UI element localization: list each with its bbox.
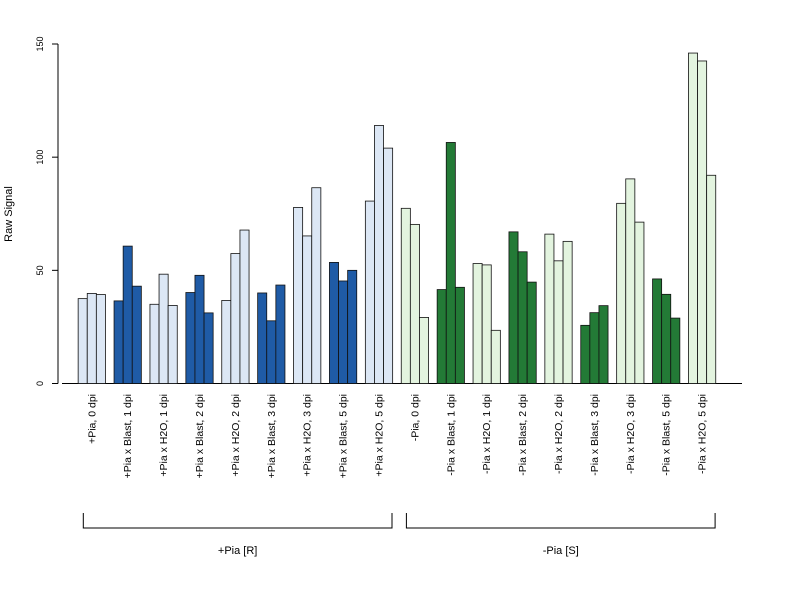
bar (364, 200, 375, 384)
bar (77, 298, 88, 384)
y-tick-label: 150 (35, 36, 45, 51)
bar (149, 303, 160, 384)
bar (508, 231, 519, 384)
category-label: -Pia x Blast, 2 dpi (517, 394, 529, 476)
bar (580, 324, 591, 384)
bar (562, 240, 573, 384)
group-bracket (82, 513, 393, 529)
bar (311, 187, 322, 384)
category-label: +Pia x H2O, 3 dpi (302, 394, 314, 477)
bar (436, 289, 447, 384)
bar (544, 233, 555, 384)
bar (257, 292, 268, 384)
bar (526, 281, 537, 384)
bar (706, 174, 717, 384)
bar (302, 235, 313, 384)
bar (329, 262, 339, 384)
category-label: +Pia x Blast, 1 dpi (122, 394, 134, 478)
bar (86, 293, 97, 384)
group-label: -Pia [S] (543, 545, 579, 557)
bar (589, 312, 600, 384)
bar (553, 260, 564, 384)
category-label: +Pia x Blast, 2 dpi (194, 394, 206, 478)
category-label: -Pia x Blast, 5 dpi (661, 394, 673, 476)
bar (158, 273, 169, 384)
bar (670, 317, 681, 384)
bar (409, 223, 420, 384)
y-tick-label: 100 (35, 150, 45, 165)
bar (95, 294, 106, 384)
category-label: +Pia x H2O, 2 dpi (230, 394, 242, 477)
bar (661, 293, 672, 384)
bar (634, 221, 645, 384)
category-label: +Pia x H2O, 5 dpi (374, 394, 386, 477)
bar (122, 245, 133, 384)
bar (400, 207, 411, 384)
category-label: -Pia x H2O, 3 dpi (625, 394, 637, 474)
category-label: -Pia x Blast, 1 dpi (445, 394, 457, 476)
bar (113, 300, 124, 384)
bar (481, 264, 492, 384)
bar (347, 269, 358, 384)
y-tick-label: 0 (35, 381, 45, 386)
bar (131, 285, 142, 384)
category-labels: +Pia, 0 dpi +Pia x Blast, 1 dpi +Pia x H2O… (86, 394, 708, 478)
category-label: -Pia, 0 dpi (409, 394, 421, 441)
y-tick-label: 50 (35, 265, 45, 275)
category-label: -Pia x H2O, 2 dpi (553, 394, 565, 474)
bar (185, 292, 196, 384)
bar (625, 178, 636, 384)
bar (293, 207, 304, 384)
group-brackets: +Pia [R] -Pia [S] (82, 513, 716, 557)
bar (517, 251, 528, 384)
bar (383, 147, 394, 384)
bar (239, 229, 250, 384)
bar (490, 329, 501, 384)
category-label: +Pia, 0 dpi (86, 394, 98, 444)
bar (374, 125, 384, 384)
bar (472, 263, 483, 384)
bar (221, 300, 232, 384)
bars (77, 52, 717, 384)
group-label: +Pia [R] (218, 545, 257, 557)
category-label: -Pia x H2O, 1 dpi (481, 394, 493, 474)
category-label: +Pia x Blast, 5 dpi (338, 394, 350, 478)
bar (616, 202, 627, 384)
group-bracket (405, 513, 716, 529)
y-axis-title: Raw Signal (3, 186, 15, 242)
bar (167, 305, 178, 384)
bar (688, 52, 698, 384)
bar (275, 284, 286, 384)
y-axis: 0 50 100 150 (35, 36, 59, 386)
bar (203, 312, 214, 384)
bar (338, 280, 349, 384)
category-label: +Pia x Blast, 3 dpi (266, 394, 278, 478)
bar (697, 60, 708, 384)
category-label: +Pia x H2O, 1 dpi (158, 394, 170, 477)
bar (652, 278, 663, 384)
bar (266, 320, 277, 384)
category-label: -Pia x H2O, 5 dpi (697, 394, 709, 474)
bar (445, 142, 456, 384)
bar (194, 274, 205, 384)
bar (598, 305, 609, 384)
bar (230, 253, 241, 384)
bar (419, 317, 429, 384)
bar (454, 286, 465, 384)
category-label: -Pia x Blast, 3 dpi (589, 394, 601, 476)
